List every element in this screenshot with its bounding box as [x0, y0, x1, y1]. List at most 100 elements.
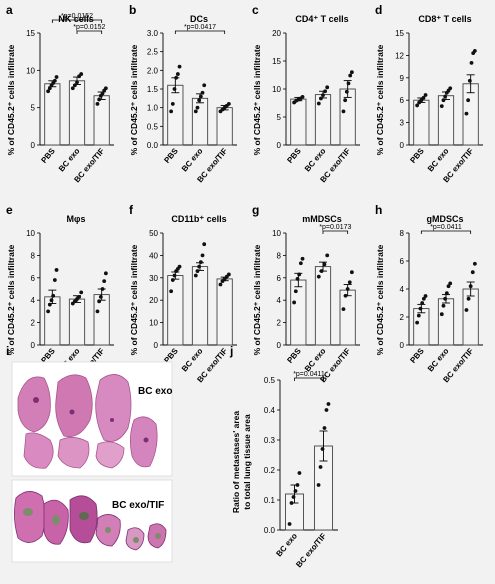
- y-tick-label: 50: [149, 229, 158, 238]
- y-tick-label: 2.5: [147, 48, 159, 57]
- data-point: [293, 489, 298, 493]
- panel-title: CD11b⁺ cells: [171, 214, 226, 224]
- y-axis-label: % of CD45.2⁺ cells infiltrate: [252, 44, 262, 155]
- panel-letter: i: [6, 344, 9, 358]
- data-point: [320, 447, 325, 451]
- data-point: [46, 309, 51, 314]
- data-point: [47, 86, 52, 91]
- data-point: [293, 289, 298, 294]
- data-point: [415, 320, 420, 325]
- y-tick-label: 9: [400, 74, 405, 83]
- lung-label-bc-exo: BC exo: [138, 386, 172, 397]
- y-tick-label: 15: [26, 29, 35, 38]
- data-point: [95, 102, 100, 106]
- panel-title: CD8⁺ T cells: [418, 14, 471, 24]
- data-point: [441, 98, 446, 103]
- data-point: [423, 294, 428, 298]
- y-tick-label: 4: [400, 285, 405, 294]
- y-tick-label: 0.5: [264, 376, 276, 385]
- data-point: [349, 270, 354, 275]
- bar: [314, 266, 332, 346]
- significance-label: *p=0.0152: [73, 24, 105, 31]
- data-point: [421, 296, 426, 301]
- data-point: [341, 109, 346, 114]
- data-point: [200, 253, 205, 258]
- data-point: [197, 264, 202, 269]
- bar: [167, 275, 184, 346]
- y-tick-label: 10: [272, 229, 281, 238]
- data-point: [324, 408, 329, 412]
- data-point: [322, 426, 327, 430]
- data-point: [52, 278, 57, 282]
- data-point: [226, 102, 231, 106]
- y-tick-label: 6: [277, 274, 282, 283]
- y-tick-label: 8: [277, 251, 282, 260]
- data-point: [218, 282, 223, 287]
- y-axis-label: % of CD45.2⁺ cells infiltrate: [6, 44, 16, 155]
- y-tick-label: 8: [400, 229, 405, 238]
- y-tick-label: 2: [277, 319, 282, 328]
- data-point: [170, 102, 175, 106]
- panel-title: Mφs: [67, 214, 86, 224]
- significance-bracket: [76, 30, 103, 34]
- data-point: [448, 86, 453, 91]
- data-point: [54, 268, 59, 272]
- bar: [167, 84, 184, 146]
- data-point: [174, 75, 179, 80]
- data-point: [443, 296, 448, 301]
- data-point: [103, 86, 108, 91]
- data-point: [423, 93, 428, 97]
- panel-letter: e: [6, 203, 13, 217]
- data-point: [193, 109, 198, 114]
- panel-letter: b: [129, 3, 136, 17]
- data-point: [468, 284, 473, 289]
- data-point: [170, 278, 175, 282]
- data-point: [316, 274, 321, 279]
- data-point: [100, 91, 105, 96]
- data-point: [46, 89, 51, 94]
- significance-label: *p=0.0152: [61, 13, 93, 20]
- bar: [290, 98, 307, 146]
- data-point: [418, 306, 423, 311]
- y-tick-label: 0.3: [264, 436, 276, 445]
- data-point: [103, 271, 108, 276]
- data-point: [467, 78, 472, 83]
- y-tick-label: 2.0: [147, 66, 159, 75]
- y-tick-label: 0.1: [264, 496, 276, 505]
- y-tick-label: 6: [31, 274, 36, 283]
- y-tick-label: 0: [154, 341, 159, 350]
- significance-label: *p=0.0411: [430, 224, 462, 231]
- data-point: [348, 73, 353, 78]
- data-point: [470, 270, 475, 275]
- data-point: [464, 308, 469, 312]
- bar: [437, 298, 455, 346]
- data-point: [177, 64, 182, 69]
- data-point: [344, 89, 349, 94]
- y-axis-label: % of CD45.2⁺ cells infiltrate: [375, 244, 385, 355]
- panel-title: gMDSCs: [426, 214, 463, 224]
- data-point: [200, 90, 205, 95]
- panel-letter: g: [252, 203, 259, 217]
- data-point: [325, 85, 330, 90]
- data-point: [289, 501, 294, 505]
- data-point: [448, 281, 453, 286]
- data-point: [349, 70, 354, 75]
- y-axis-label: % of CD45.2⁺ cells infiltrate: [375, 44, 385, 155]
- data-point: [443, 94, 448, 99]
- y-tick-label: 0: [31, 141, 36, 150]
- panel-title: DCs: [190, 14, 208, 24]
- y-tick-label: 0: [277, 341, 282, 350]
- data-point: [70, 86, 75, 91]
- lung-label-bc-exo-tif: BC exo/TIF: [112, 500, 164, 511]
- data-point: [439, 312, 444, 317]
- y-tick-label: 8: [31, 251, 36, 260]
- y-tick-label: 5: [277, 113, 282, 122]
- significance-bracket: [294, 377, 324, 381]
- data-point: [198, 94, 203, 99]
- data-point: [466, 98, 471, 103]
- data-point: [297, 471, 302, 475]
- y-tick-label: 12: [395, 51, 404, 60]
- data-point: [175, 72, 180, 76]
- data-point: [47, 302, 52, 307]
- data-point: [98, 294, 103, 299]
